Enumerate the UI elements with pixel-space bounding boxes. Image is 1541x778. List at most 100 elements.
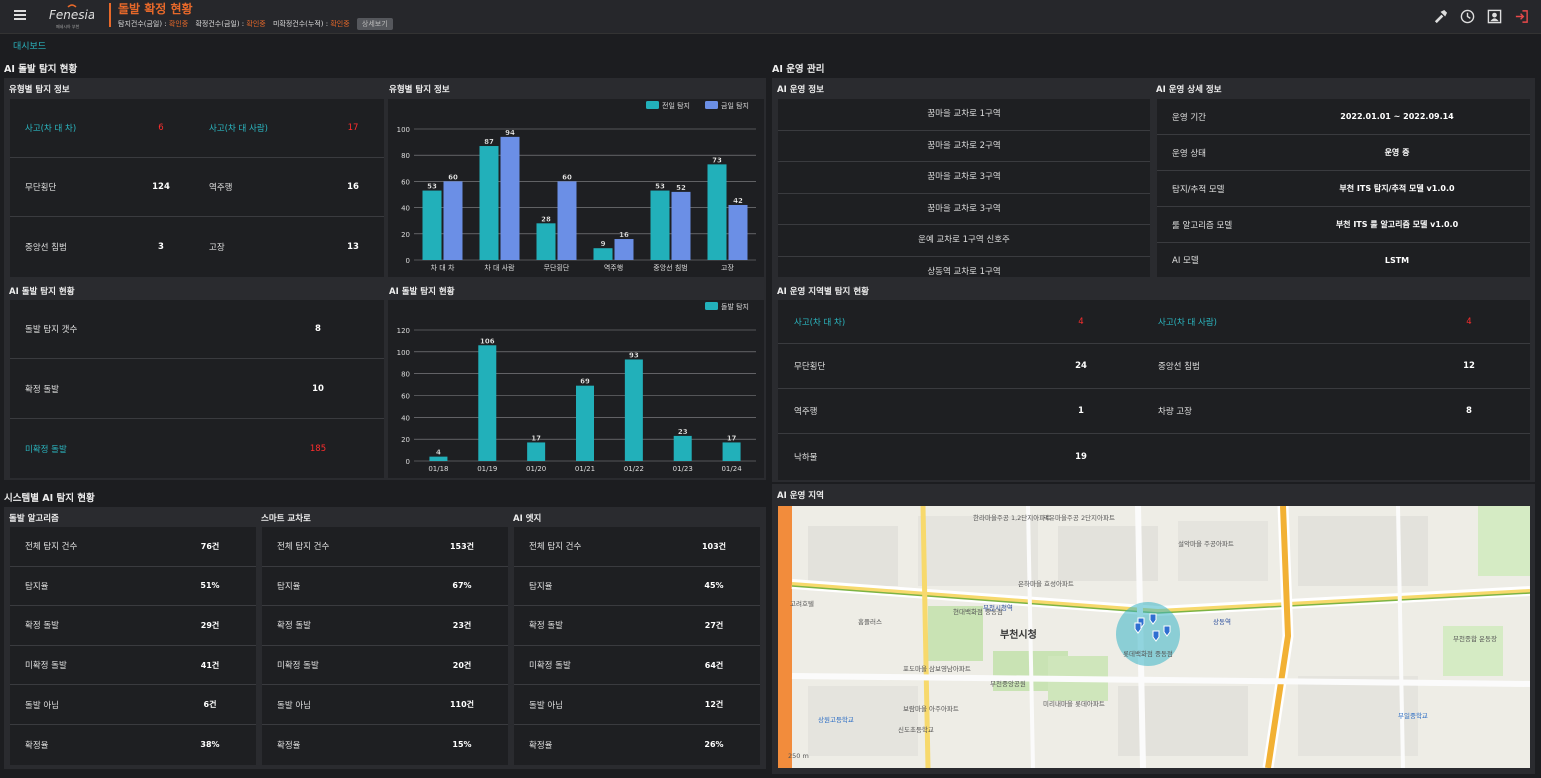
type-label: 사고(차 대 사람) [209, 124, 268, 134]
detect-status-panel: AI 돌발 탐지 현황 돌발 탐지 갯수 8 확정 돌발 10 미확정 돌발 1… [4, 280, 387, 480]
system-row-label: 미확정 돌발 [277, 661, 319, 672]
system-row-value: 67% [452, 581, 472, 591]
system-row-label: 탐지율 [277, 581, 301, 592]
type-value: 3 [158, 242, 164, 252]
x-tick-label: 차 대 사람 [484, 263, 515, 272]
system-panel: 돌발 알고리즘 전체 탐지 건수 76건 탐지율 51% 확정 돌발 29건 미… [4, 507, 262, 769]
region-label: 중앙선 침범 [1158, 362, 1200, 372]
bar-value-label: 60 [448, 173, 458, 181]
detail-value: LSTM [1384, 255, 1410, 265]
region-title: AI 운영 지역별 탐지 현황 [777, 287, 869, 297]
system-table: 전체 탐지 건수 103건 탐지율 45% 확정 돌발 27건 미확정 돌발 6… [514, 527, 760, 765]
map-title: AI 운영 지역 [777, 491, 824, 501]
table-row: 확정율 26% [514, 725, 760, 765]
chart-bar [707, 164, 727, 260]
confirm-count-value: 확인중 [246, 20, 266, 28]
system-row-value: 20건 [452, 660, 472, 670]
bar-value-label: 94 [505, 129, 515, 137]
system-row-value: 51% [200, 581, 220, 591]
detect-chart-area: 0 20 40 60 80 100 120 돌발 탐지 4 01/18 106 01/19 17 01/2… [388, 300, 764, 478]
system-row-value: 12건 [704, 700, 724, 710]
region-value: 8 [1466, 406, 1472, 416]
detect-chart-title: AI 돌발 탐지 현황 [389, 287, 455, 297]
x-tick-label: 01/23 [673, 465, 693, 473]
type-info-title: 유형별 탐지 정보 [9, 85, 70, 95]
type-info-table: 사고(차 대 차) 6 사고(차 대 사람) 17 무단횡단 124 역주행 1… [10, 99, 387, 277]
detect-status-title: AI 돌발 탐지 현황 [9, 287, 75, 297]
chart-bar [479, 146, 499, 260]
bar-value-label: 60 [562, 173, 572, 181]
ops-site-list[interactable]: 꿈마을 교차로 1구역 꿈마을 교차로 2구역 꿈마을 교차로 3구역 꿈마을 … [778, 99, 1150, 277]
ops-site-item[interactable]: 운예 교차로 1구역 신호주 [778, 225, 1150, 257]
detail-label: 운영 상태 [1172, 148, 1206, 159]
detail-view-button[interactable]: 상세보기 [356, 18, 393, 30]
type-info-panel: 유형별 탐지 정보 사고(차 대 차) 6 사고(차 대 사람) 17 무단횡단… [4, 78, 387, 280]
ops-site-item[interactable]: 꿈마을 교차로 3구역 [778, 162, 1150, 194]
bar-value-label: 4 [436, 449, 441, 457]
logout-icon[interactable] [1514, 9, 1529, 24]
system-row-label: 미확정 돌발 [529, 661, 571, 672]
table-row: 사고(차 대 차) 6 사고(차 대 사람) 17 [10, 99, 387, 158]
system-panel: AI 엣지 전체 탐지 건수 103건 탐지율 45% 확정 돌발 27건 미확… [508, 507, 766, 769]
page-title: 돌발 확정 현황 [118, 2, 193, 16]
chart-bar [614, 239, 634, 260]
table-row: 룰 알고리즘 모델 부천 ITS 룰 알고리즘 모델 v1.0.0 [1157, 207, 1530, 243]
region-label: 사고(차 대 사람) [1158, 317, 1217, 328]
svg-text:부천시청역: 부천시청역 [983, 603, 1013, 612]
svg-text:신도초등학교: 신도초등학교 [898, 725, 934, 734]
table-row: 돌발 아님 110건 [262, 685, 508, 725]
chart-bar [624, 359, 643, 461]
daily-bar-chart: 0 20 40 60 80 100 120 돌발 탐지 4 01/18 106 01/19 17 01/2… [397, 302, 756, 473]
operation-map[interactable]: 한라마을주공 1,2단지아파트 덕유마을주공 2단지아파트 설악마을 주공아파트… [778, 506, 1530, 768]
y-tick-label: 20 [401, 436, 410, 444]
x-tick-label: 역주행 [604, 263, 623, 272]
x-tick-label: 01/21 [575, 465, 595, 473]
ops-site-item[interactable]: 꿈마을 교차로 3구역 [778, 194, 1150, 225]
status-label: 확정 돌발 [25, 384, 59, 395]
svg-text:상동역: 상동역 [1213, 617, 1231, 626]
camera-pin-icon [1152, 630, 1160, 642]
svg-text:부천중앙공원: 부천중앙공원 [990, 679, 1026, 688]
hammer-icon[interactable] [1433, 9, 1448, 24]
table-row: 역주행 1 차량 고장 8 [778, 389, 1530, 434]
table-row: 확정 돌발 27건 [514, 606, 760, 646]
clock-icon[interactable] [1460, 9, 1475, 24]
status-label: 돌발 탐지 갯수 [25, 325, 78, 335]
detect-count-value: 확인중 [168, 20, 189, 28]
svg-text:250 m: 250 m [788, 752, 809, 760]
camera-pin-icon [1149, 613, 1157, 625]
y-tick-label: 80 [401, 152, 410, 160]
region-label: 낙하물 [794, 453, 818, 463]
breadcrumb[interactable]: 대시보드 [13, 42, 47, 52]
ops-site-item[interactable]: 꿈마을 교차로 1구역 [778, 99, 1150, 131]
svg-text:미리내마을 롯데아파트: 미리내마을 롯데아파트 [1043, 699, 1105, 708]
system-panel-title: 스마트 교차로 [261, 514, 311, 524]
status-value: 10 [312, 383, 324, 394]
ops-site-item[interactable]: 꿈마을 교차로 2구역 [778, 131, 1150, 162]
system-table: 전체 탐지 건수 76건 탐지율 51% 확정 돌발 29건 미확정 돌발 41… [10, 527, 256, 765]
system-row-label: 탐지율 [529, 581, 553, 592]
ops-site-item[interactable]: 상동역 교차로 1구역 [778, 257, 1150, 278]
region-value: 4 [1078, 316, 1084, 327]
table-row: 탐지/추적 모델 부천 ITS 탐지/추적 모델 v1.0.0 [1157, 171, 1530, 207]
table-row: 돌발 탐지 갯수 8 [10, 300, 387, 359]
hamburger-menu-icon[interactable] [14, 10, 26, 20]
chart-bar [536, 223, 556, 260]
table-row: 미확정 돌발 64건 [514, 646, 760, 686]
y-tick-label: 60 [401, 178, 410, 186]
type-label: 고장 [209, 243, 225, 253]
system-row-label: 확정율 [25, 740, 49, 751]
user-profile-icon[interactable] [1487, 9, 1502, 24]
bar-value-label: 93 [629, 351, 639, 359]
type-label: 무단횡단 [25, 183, 57, 193]
x-tick-label: 01/19 [477, 465, 497, 473]
table-row: AI 모델 LSTM [1157, 243, 1530, 277]
system-row-label: 돌발 아님 [529, 700, 563, 711]
system-row-label: 돌발 아님 [25, 700, 59, 711]
type-chart-panel: 유형별 탐지 정보 0 20 40 60 80 100 금일 탐지 전일 탐지 53 60 차 대 … [384, 78, 766, 280]
type-label: 중앙선 침범 [25, 243, 67, 253]
svg-text:현대백화점 중동점: 현대백화점 중동점 [953, 607, 1003, 616]
ops-detail-table: 운영 기간 2022.01.01 ~ 2022.09.14 운영 상태 운영 중… [1157, 99, 1530, 277]
bar-value-label: 53 [427, 183, 437, 191]
svg-text:은하마을 효성아파트: 은하마을 효성아파트 [1018, 579, 1074, 588]
